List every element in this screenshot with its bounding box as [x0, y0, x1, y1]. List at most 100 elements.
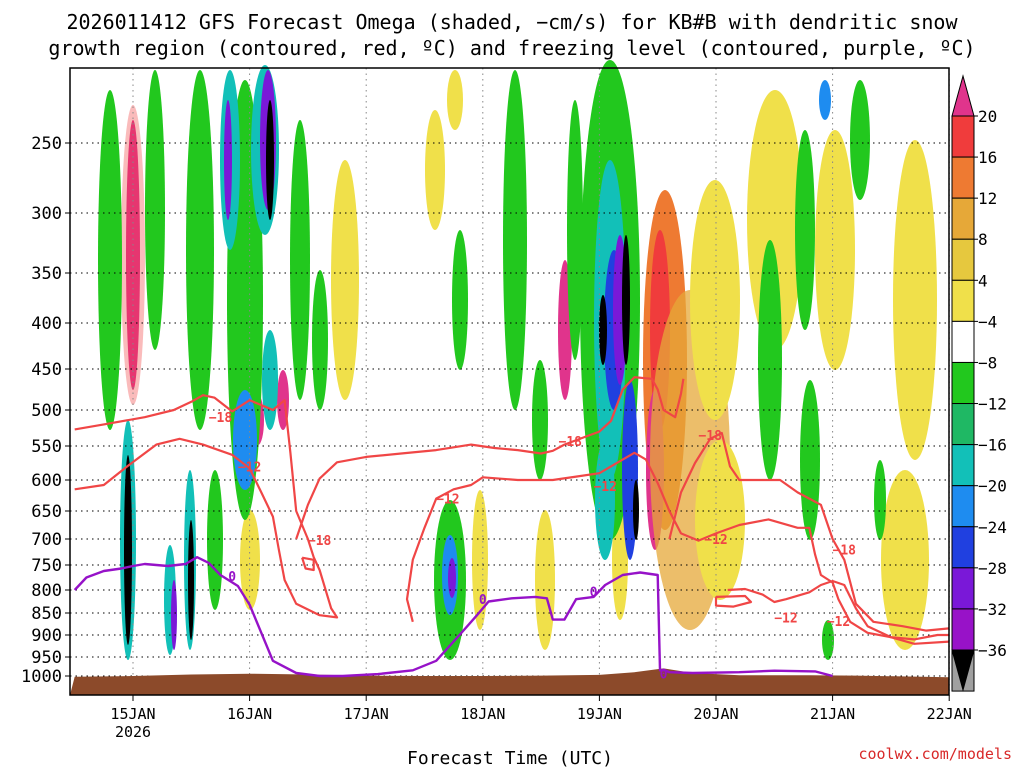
colorbar-label: 12	[978, 189, 997, 208]
colorbar-swatch	[951, 526, 975, 569]
omega-plume	[881, 470, 929, 650]
omega-plume	[819, 80, 831, 120]
omega-plume	[758, 240, 782, 480]
y-tick-label: 600	[31, 471, 62, 491]
omega-plume	[447, 70, 463, 130]
omega-plume	[633, 480, 639, 540]
chart-title-line1: 2026011412 GFS Forecast Omega (shaded, −…	[66, 10, 958, 34]
x-tick-label: 18JAN	[460, 705, 505, 723]
colorbar-swatch	[951, 485, 975, 528]
colorbar-swatch	[951, 74, 975, 117]
plot-frame	[69, 67, 950, 696]
omega-plume	[425, 110, 445, 230]
colorbar-swatch	[951, 444, 975, 487]
colorbar-label: −24	[978, 518, 1007, 537]
omega-plume	[795, 130, 815, 330]
colorbar-label: −20	[978, 477, 1007, 496]
omega-plume	[599, 295, 607, 365]
contour-label: −12	[436, 493, 459, 508]
contour-label: 0	[479, 593, 487, 608]
plot-area: −18 −12 −18 −12 −18 −12 −18 −12 −12 −18 −12 0 0 0 0	[69, 60, 950, 696]
colorbar-label: −36	[978, 641, 1007, 660]
omega-plume	[567, 100, 583, 360]
colorbar: 20 16 12 8 4 −4 −8 −12 −16 −20 −24 −28 −32 −36	[951, 74, 1007, 692]
x-tick-label: 20JAN	[693, 705, 738, 723]
y-tick-label: 450	[31, 360, 62, 380]
y-tick-label: 400	[31, 314, 62, 334]
contour-label: −18	[698, 429, 722, 444]
colorbar-swatch	[951, 279, 975, 322]
dgz-contour-line	[668, 431, 950, 632]
omega-plume	[145, 70, 165, 350]
colorbar-label: 8	[978, 230, 988, 249]
omega-shading	[98, 60, 937, 660]
colorbar-label: 16	[978, 148, 997, 167]
omega-plume	[290, 120, 310, 400]
y-tick-label: 550	[31, 437, 62, 457]
omega-plume	[822, 620, 834, 660]
y-tick-label: 950	[31, 648, 62, 668]
omega-plume	[224, 100, 232, 220]
colorbar-label: 4	[978, 271, 988, 290]
colorbar-swatch	[951, 197, 975, 240]
omega-plume	[233, 390, 257, 490]
omega-plume	[171, 580, 177, 650]
colorbar-label: −16	[978, 436, 1007, 455]
colorbar-swatch	[951, 608, 975, 651]
terrain	[70, 668, 949, 695]
omega-plume	[690, 180, 740, 420]
colorbar-label: −12	[978, 395, 1007, 414]
contour-label: 0	[590, 585, 598, 600]
contour-label: −18	[308, 534, 332, 549]
colorbar-swatch	[951, 238, 975, 281]
contour-label: −12	[238, 460, 261, 475]
y-tick-label: 750	[31, 556, 62, 576]
colorbar-swatch	[951, 156, 975, 199]
contour-lines	[73, 376, 950, 678]
omega-plume	[622, 235, 630, 365]
omega-plume	[188, 520, 194, 640]
omega-plume	[800, 380, 820, 540]
omega-plume	[893, 140, 937, 460]
omega-plume	[448, 558, 456, 598]
contour-label: 0	[660, 667, 668, 682]
x-tick-label: 21JAN	[810, 705, 855, 723]
y-tick-label: 250	[31, 134, 62, 154]
x-tick-label: 16JAN	[227, 705, 272, 723]
contour-label: −12	[827, 615, 850, 630]
x-axis-label: Forecast Time (UTC)	[407, 748, 613, 768]
y-axis: 2503003504004505005506006507007508008509…	[21, 134, 70, 687]
x-tick-label: 15JAN	[110, 705, 155, 723]
contour-label: −18	[833, 543, 857, 558]
colorbar-swatch	[951, 320, 975, 363]
omega-plume	[472, 490, 488, 630]
y-tick-label: 800	[31, 581, 62, 601]
colorbar-label: −28	[978, 559, 1007, 578]
contour-labels: −18 −12 −18 −12 −18 −12 −18 −12 −12 −18 −12 0 0 0 0	[209, 411, 856, 682]
colorbar-swatch	[951, 649, 975, 692]
colorbar-swatch	[951, 115, 975, 158]
x-tick-label: 17JAN	[344, 705, 389, 723]
y-tick-label: 650	[31, 502, 62, 522]
omega-plume	[312, 270, 328, 410]
y-tick-label: 700	[31, 530, 62, 550]
omega-plume	[874, 460, 886, 540]
omega-plume	[186, 70, 214, 430]
colorbar-label: −4	[978, 312, 997, 331]
omega-plume	[207, 470, 223, 610]
omega-plume	[266, 100, 274, 220]
omega-plume	[695, 440, 745, 600]
x-tick-label: 19JAN	[577, 705, 622, 723]
omega-plume	[532, 360, 548, 480]
omega-plume	[331, 160, 359, 400]
freezing-level-line	[73, 556, 833, 678]
contour-label: −18	[559, 435, 583, 450]
omega-plume	[503, 70, 527, 410]
colorbar-swatch	[951, 403, 975, 446]
dgz-contour-line	[727, 579, 950, 645]
contour-label: −12	[593, 480, 616, 495]
grid-lines	[70, 68, 950, 695]
omega-plume	[595, 440, 615, 560]
dgz-contour-line	[301, 556, 315, 572]
